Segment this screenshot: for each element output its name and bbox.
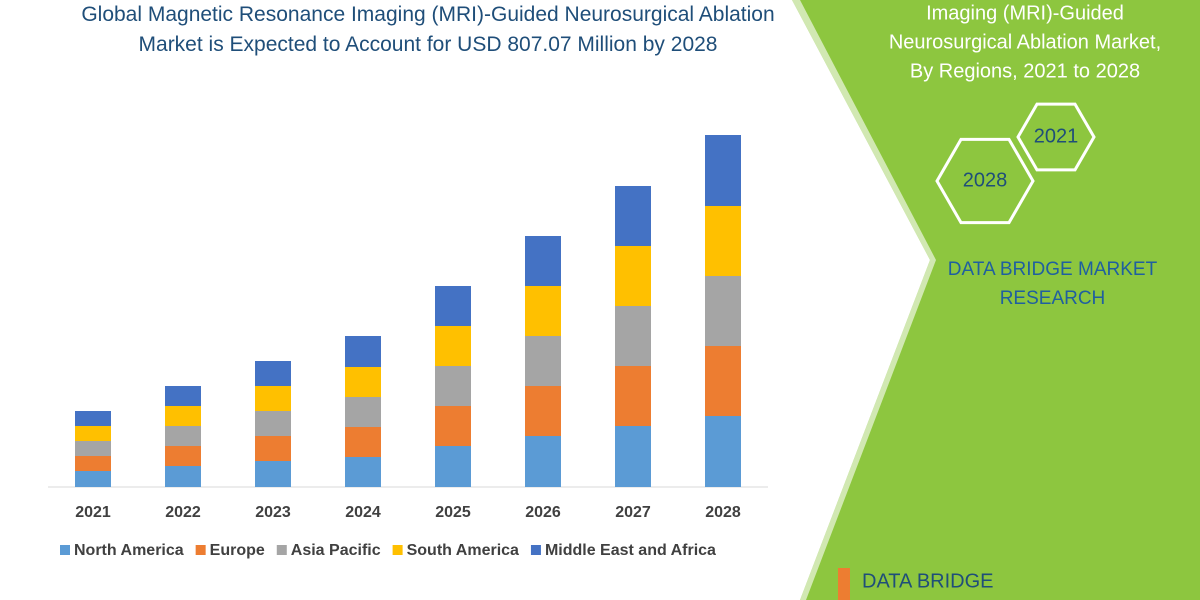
- bar-segment: [705, 276, 741, 346]
- chart-title: Global Magnetic Resonance Imaging (MRI)-…: [81, 3, 775, 56]
- bar-segment: [345, 336, 381, 367]
- bar-segment: [525, 386, 561, 436]
- legend-label: North America: [74, 542, 184, 559]
- x-tick-label: 2026: [525, 504, 561, 521]
- bar-segment: [525, 286, 561, 336]
- bar-segment: [165, 426, 201, 446]
- side-title-line: By Regions, 2021 to 2028: [910, 60, 1140, 82]
- x-tick-label: 2025: [435, 504, 471, 521]
- hexagon-label: 2021: [1034, 125, 1079, 147]
- bar-segment: [615, 426, 651, 487]
- x-tick-label: 2023: [255, 504, 291, 521]
- bar-segment: [615, 186, 651, 246]
- bar-segment: [345, 457, 381, 487]
- bar-segment: [435, 326, 471, 366]
- bar-segment: [75, 441, 111, 456]
- bar-segment: [165, 466, 201, 487]
- plot: 2021 2022 2023 2024 2025 2026 2027 2028 North Am…: [48, 135, 768, 559]
- bar-segment: [75, 426, 111, 441]
- legend-label: Asia Pacific: [291, 542, 381, 559]
- bar-segment: [435, 286, 471, 326]
- legend-swatch: [60, 545, 70, 555]
- legend-swatch: [276, 545, 287, 555]
- bar-segment: [255, 411, 291, 436]
- bar-segment: [345, 427, 381, 457]
- side-title-line: Neurosurgical Ablation Market,: [889, 31, 1161, 53]
- bar-segment: [75, 471, 111, 487]
- bar-segment: [75, 456, 111, 471]
- bar-segment: [525, 236, 561, 286]
- legend-swatch: [530, 545, 541, 555]
- logo-icon: [838, 568, 850, 600]
- bar-segment: [345, 367, 381, 397]
- legend-swatch: [392, 545, 403, 555]
- bar-segment: [165, 406, 201, 426]
- hexagon: [935, 137, 1035, 225]
- bar-segment: [525, 436, 561, 487]
- bar-segment: [525, 336, 561, 386]
- bar-segment: [435, 446, 471, 487]
- brand-text: DATA BRIDGE MARKET RESEARCH: [947, 259, 1158, 309]
- legend-label: South America: [407, 542, 519, 559]
- bar-segment: [165, 446, 201, 466]
- legend-swatch: [195, 545, 206, 555]
- bar-segment: [705, 346, 741, 416]
- legend-label: Europe: [210, 542, 265, 559]
- hexagon: [1016, 102, 1096, 172]
- bar-segment: [615, 306, 651, 366]
- bar-segment: [255, 361, 291, 386]
- logo-text: DATA BRIDGE: [862, 570, 994, 592]
- x-tick-label: 2022: [165, 504, 201, 521]
- bar-segment: [165, 386, 201, 406]
- x-tick-label: 2024: [345, 504, 381, 521]
- side-panel-bg: [792, 0, 1200, 600]
- x-tick-label: 2027: [615, 504, 651, 521]
- bar-segment: [435, 406, 471, 446]
- hexagon-label: 2028: [963, 169, 1008, 191]
- bar-segment: [255, 436, 291, 461]
- side-panel: Imaging (MRI)-Guided Neurosurgical Ablati…: [838, 2, 1161, 600]
- bar-segment: [75, 411, 111, 426]
- bar-segment: [615, 246, 651, 306]
- x-tick-label: 2028: [705, 504, 741, 521]
- bar-segment: [705, 416, 741, 487]
- bar-segment: [615, 366, 651, 426]
- x-tick-label: 2021: [75, 504, 111, 521]
- bar-segment: [705, 206, 741, 276]
- legend-label: Middle East and Africa: [545, 542, 716, 559]
- bar-segment: [345, 397, 381, 427]
- bar-segment: [435, 366, 471, 406]
- side-title-line: Imaging (MRI)-Guided: [926, 2, 1124, 24]
- bar-segment: [705, 135, 741, 206]
- bar-segment: [255, 461, 291, 487]
- bar-segment: [255, 386, 291, 411]
